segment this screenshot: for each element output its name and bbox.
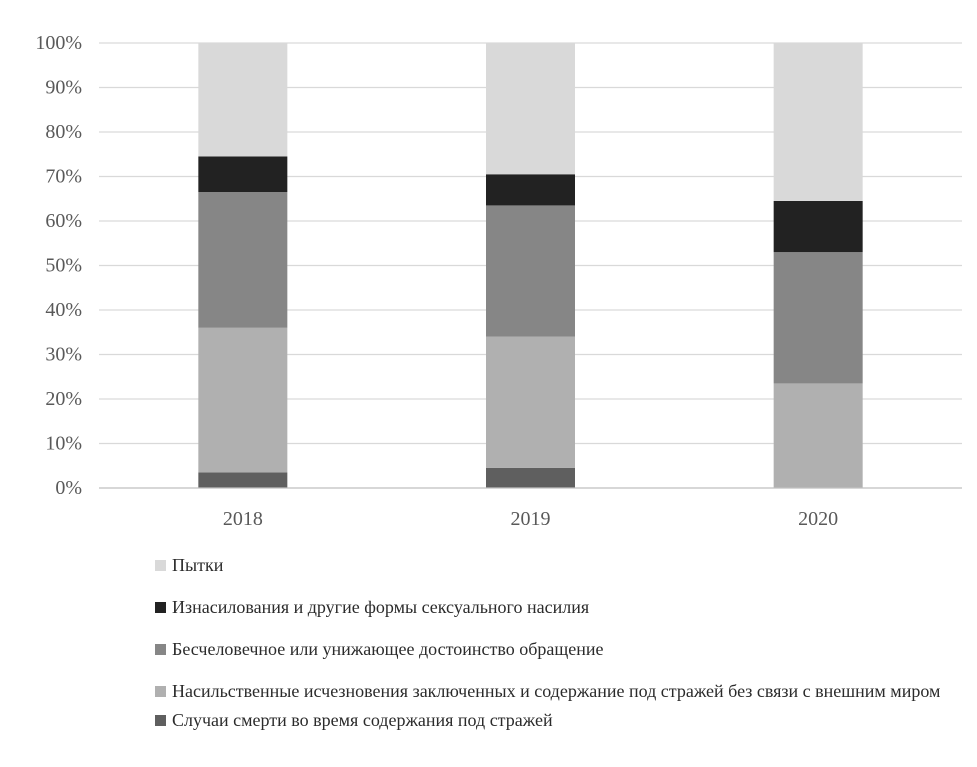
- x-tick-label: 2019: [511, 508, 551, 530]
- legend-label: Случаи смерти во время содержания под ст…: [172, 710, 553, 730]
- legend-swatch: [155, 602, 166, 613]
- x-tick-label: 2018: [223, 508, 263, 530]
- y-tick-label: 50%: [45, 255, 82, 277]
- legend-item: Пытки: [155, 555, 955, 576]
- y-tick-label: 70%: [45, 166, 82, 188]
- bar-segment: [486, 43, 575, 175]
- bars-layer: [198, 43, 863, 488]
- bar-segment: [198, 43, 288, 157]
- bar-segment: [773, 252, 863, 384]
- bar-segment: [773, 200, 863, 253]
- bar-segment: [773, 383, 863, 488]
- y-tick-label: 40%: [45, 299, 82, 321]
- y-tick-label: 80%: [45, 121, 82, 143]
- legend-swatch: [155, 560, 166, 571]
- y-tick-label: 100%: [35, 32, 82, 54]
- bar-segment: [773, 43, 863, 201]
- bar-segment: [486, 336, 575, 468]
- legend-label: Пытки: [172, 555, 224, 575]
- legend-item: Изнасилования и другие формы сексуальног…: [155, 597, 955, 618]
- bar-segment: [486, 174, 575, 206]
- bar-segment: [198, 192, 288, 328]
- legend-label: Бесчеловечное или унижающее достоинство …: [172, 639, 604, 659]
- legend-swatch: [155, 715, 166, 726]
- y-tick-label: 90%: [45, 77, 82, 99]
- legend-swatch: [155, 644, 166, 655]
- legend-item: Насильственные исчезновения заключенных …: [155, 681, 955, 702]
- bar-segment: [198, 472, 288, 488]
- legend: Пытки Изнасилования и другие формы сексу…: [155, 555, 955, 731]
- bar-segment: [486, 205, 575, 337]
- bar-segment: [486, 467, 575, 488]
- y-tick-label: 30%: [45, 344, 82, 366]
- y-tick-label: 0%: [55, 477, 82, 499]
- legend-item: Бесчеловечное или унижающее достоинство …: [155, 639, 955, 660]
- axis-layer: 0% 10% 20% 30% 40% 50% 60% 70% 80% 90% 100% 2018 201…: [35, 32, 962, 530]
- y-tick-label: 60%: [45, 210, 82, 232]
- legend-item: Случаи смерти во время содержания под ст…: [155, 710, 955, 731]
- x-tick-label: 2020: [798, 508, 838, 530]
- legend-label: Насильственные исчезновения заключенных …: [172, 681, 941, 701]
- bar-segment: [198, 327, 288, 473]
- bar-segment: [198, 156, 288, 193]
- legend-label: Изнасилования и другие формы сексуальног…: [172, 597, 590, 617]
- y-tick-label: 10%: [45, 433, 82, 455]
- legend-swatch: [155, 686, 166, 697]
- y-tick-label: 20%: [45, 388, 82, 410]
